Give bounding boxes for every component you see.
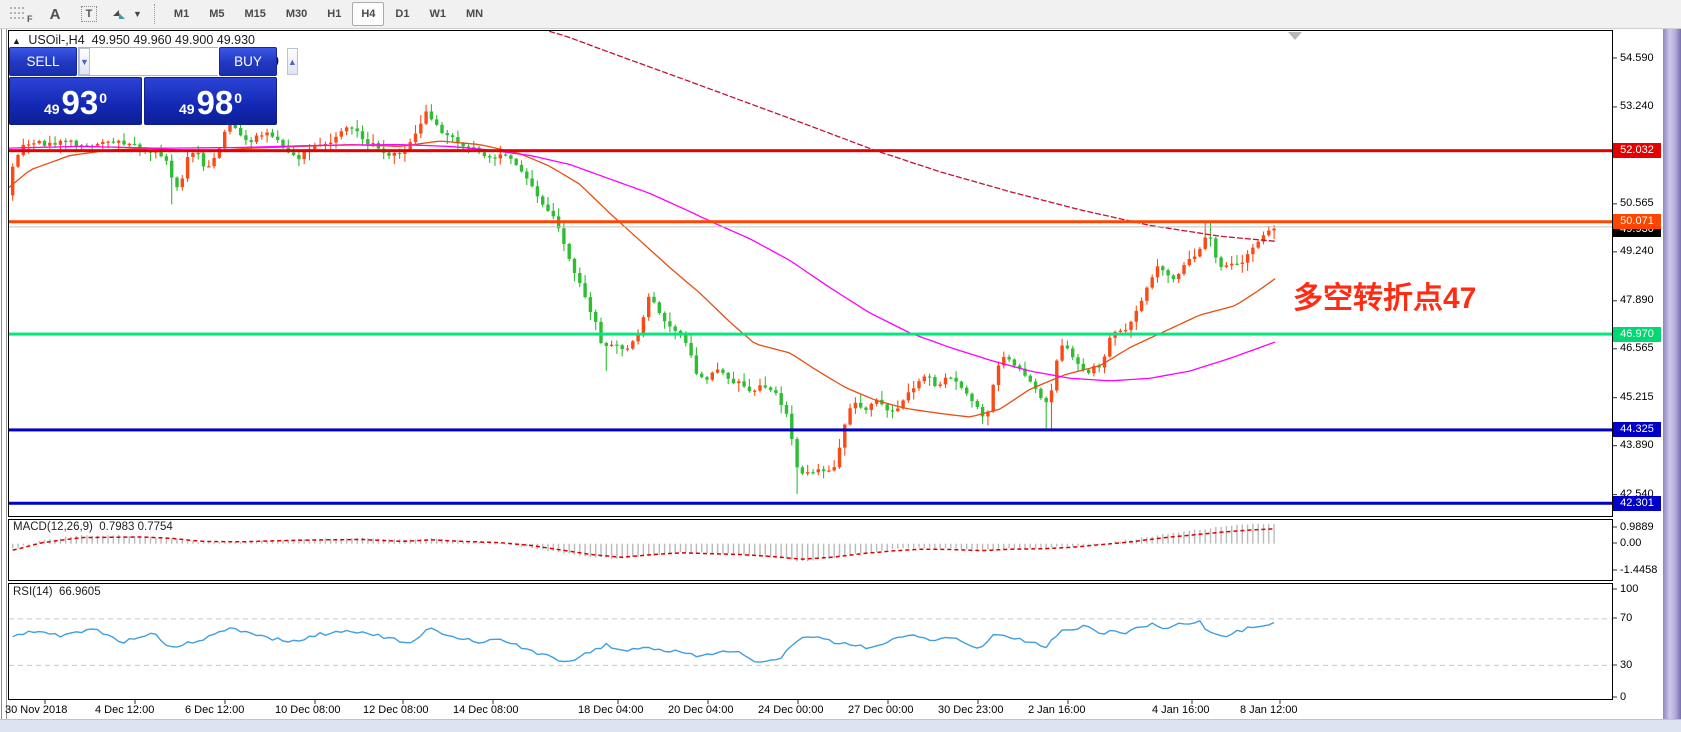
window-scrollbar[interactable] — [1663, 28, 1681, 731]
window-bottom-edge — [0, 719, 1681, 732]
price-level-label: 52.032 — [1613, 143, 1661, 159]
price-axis-tick: 49.240 — [1620, 245, 1654, 258]
rsi-axis-tick: 70 — [1620, 611, 1633, 624]
rsi-indicator-label: RSI(14) 66.9605 — [13, 586, 101, 598]
timeframe-button-w1[interactable]: W1 — [429, 8, 446, 20]
chart-shift-marker-icon[interactable] — [1288, 32, 1302, 40]
arrows-tool-icon[interactable]: ▼ — [110, 3, 142, 25]
price-level-label: 44.325 — [1613, 422, 1661, 438]
window-left-border-inner — [6, 28, 7, 731]
arrows-glyph — [113, 10, 125, 19]
fibo-lines-icon[interactable]: F — [8, 3, 34, 25]
price-level-label: 50.071 — [1613, 214, 1661, 230]
volume-input[interactable] — [89, 48, 287, 75]
buy-button[interactable]: BUY — [219, 47, 277, 76]
rsi-value: 66.9605 — [59, 586, 101, 598]
sell-price-prefix: 49 — [43, 101, 60, 117]
time-axis-label: 12 Dec 08:00 — [363, 704, 429, 716]
chevron-down-icon: ▼ — [133, 9, 142, 19]
timeframe-button-d1[interactable]: D1 — [395, 8, 410, 20]
price-axis-tick: 46.565 — [1620, 342, 1654, 355]
sell-price-button[interactable]: 49 93 0 — [9, 77, 142, 125]
svg-text:F: F — [27, 14, 33, 23]
macd-values: 0.7983 0.7754 — [99, 521, 173, 533]
rsi-pane[interactable] — [8, 583, 1613, 700]
buy-price-big: 98 — [196, 84, 234, 121]
price-level-label: 46.970 — [1613, 326, 1661, 342]
macd-axis-tick: -1.4458 — [1620, 563, 1658, 576]
volume-decrease-button[interactable]: ▼ — [79, 48, 90, 75]
macd-name: MACD(12,26,9) — [13, 521, 93, 533]
fibo-lines-glyph: F — [10, 7, 33, 23]
window-left-border — [1, 28, 2, 731]
symbol-marker-icon: ▲ — [12, 36, 21, 46]
price-axis-tick: 45.215 — [1620, 391, 1654, 404]
macd-axis-tick: 0.00 — [1620, 536, 1642, 549]
one-click-trading-panel: SELL ▼ ▲ BUY 49 93 0 49 98 0 — [9, 47, 298, 125]
timeframe-group: M1 M5 M15 M30 H1 H4 D1 W1 MN — [164, 2, 493, 26]
timeframe-button-mn[interactable]: MN — [465, 8, 484, 20]
timeframe-button-m15[interactable]: M15 — [244, 8, 266, 20]
time-axis-label: 27 Dec 00:00 — [848, 704, 914, 716]
timeframe-button-h1[interactable]: H1 — [327, 8, 342, 20]
time-axis-label: 18 Dec 04:00 — [578, 704, 644, 716]
symbol-name: USOil-,H4 — [28, 33, 85, 47]
volume-increase-button[interactable]: ▲ — [286, 48, 298, 75]
time-axis-label: 24 Dec 00:00 — [758, 704, 824, 716]
rsi-axis-tick: 0 — [1620, 690, 1627, 703]
sell-button[interactable]: SELL — [9, 47, 77, 76]
toolbar-separator — [153, 4, 156, 24]
time-axis-label: 10 Dec 08:00 — [275, 704, 341, 716]
timeframe-button-m30[interactable]: M30 — [285, 8, 308, 20]
rsi-axis-tick: 100 — [1620, 582, 1639, 595]
text-tool-icon[interactable]: A — [49, 5, 61, 23]
sell-price-big: 93 — [61, 84, 99, 121]
price-axis-tick: 43.890 — [1620, 439, 1654, 452]
timeframe-button-h4[interactable]: H4 — [352, 2, 385, 26]
timeframe-button-m1[interactable]: M1 — [173, 8, 190, 20]
volume-cluster: ▼ ▲ — [78, 47, 298, 76]
rsi-axis-tick: 30 — [1620, 658, 1633, 671]
price-axis-tick: 53.240 — [1620, 100, 1654, 113]
chart-title: ▲ USOil-,H4 49.950 49.960 49.900 49.930 — [12, 33, 255, 47]
price-level-label: 42.301 — [1613, 495, 1661, 511]
macd-pane[interactable] — [8, 519, 1613, 581]
sell-price-sup: 0 — [99, 90, 108, 106]
time-axis-label: 4 Dec 12:00 — [95, 704, 155, 716]
time-axis-label: 6 Dec 12:00 — [185, 704, 245, 716]
time-axis-label: 20 Dec 04:00 — [668, 704, 734, 716]
chart-annotation-text: 多空转折点47 — [1293, 282, 1477, 315]
macd-axis-tick: 0.9889 — [1620, 520, 1654, 533]
time-axis-label: 2 Jan 16:00 — [1028, 704, 1086, 716]
price-axis-tick: 50.565 — [1620, 197, 1654, 210]
text-label-tool-icon[interactable]: T — [76, 3, 102, 25]
timeframe-button-m5[interactable]: M5 — [209, 8, 225, 20]
time-axis-label: 30 Nov 2018 — [5, 704, 68, 716]
textbox-glyph: T — [80, 6, 98, 22]
time-axis-label: 14 Dec 08:00 — [453, 704, 519, 716]
time-axis-label: 8 Jan 12:00 — [1240, 704, 1298, 716]
price-axis-tick: 54.590 — [1620, 51, 1654, 64]
ohlc-values: 49.950 49.960 49.900 49.930 — [91, 33, 255, 47]
buy-price-prefix: 49 — [178, 101, 195, 117]
buy-price-button[interactable]: 49 98 0 — [144, 77, 277, 125]
time-axis-label: 4 Jan 16:00 — [1152, 704, 1210, 716]
toolbar: F A T ▼ M1 M5 M15 M30 H1 H4 D1 W1 MN — [0, 0, 1681, 29]
buy-price-sup: 0 — [234, 90, 243, 106]
macd-indicator-label: MACD(12,26,9) 0.7983 0.7754 — [13, 521, 173, 533]
price-axis-tick: 47.890 — [1620, 294, 1654, 307]
rsi-name: RSI(14) — [13, 586, 53, 598]
time-axis-label: 30 Dec 23:00 — [938, 704, 1004, 716]
